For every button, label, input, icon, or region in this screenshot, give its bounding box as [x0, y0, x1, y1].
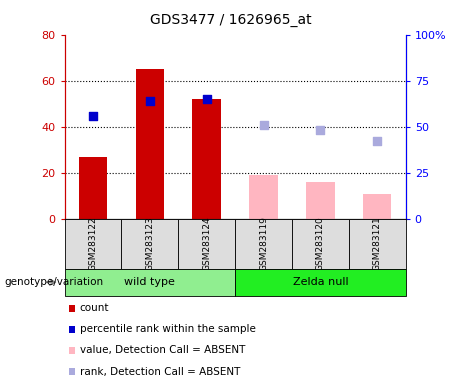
Bar: [121, 219, 178, 269]
Bar: [235, 219, 292, 269]
Point: [260, 122, 267, 128]
Bar: [349, 219, 406, 269]
Bar: [292, 219, 349, 269]
Bar: [249, 175, 278, 219]
Bar: [193, 99, 221, 219]
Point: [89, 113, 97, 119]
Text: genotype/variation: genotype/variation: [5, 277, 104, 287]
Bar: [178, 219, 235, 269]
Point: [317, 127, 324, 134]
Bar: [363, 194, 391, 219]
Text: GSM283122: GSM283122: [89, 217, 97, 271]
Bar: [79, 157, 107, 219]
Point: [146, 98, 154, 104]
Bar: [136, 69, 164, 219]
Bar: [65, 219, 121, 269]
Text: Zelda null: Zelda null: [293, 277, 348, 287]
Point: [373, 138, 381, 144]
Text: GSM283119: GSM283119: [259, 217, 268, 271]
Text: GSM283124: GSM283124: [202, 217, 211, 271]
Text: GSM283123: GSM283123: [145, 217, 154, 271]
Text: rank, Detection Call = ABSENT: rank, Detection Call = ABSENT: [80, 366, 240, 377]
Point: [203, 96, 210, 102]
Bar: [65, 269, 235, 296]
Bar: [235, 269, 406, 296]
Text: GSM283121: GSM283121: [373, 217, 382, 271]
Text: GDS3477 / 1626965_at: GDS3477 / 1626965_at: [150, 13, 311, 27]
Text: wild type: wild type: [124, 277, 175, 287]
Bar: [306, 182, 335, 219]
Text: count: count: [80, 303, 109, 313]
Text: percentile rank within the sample: percentile rank within the sample: [80, 324, 255, 334]
Text: GSM283120: GSM283120: [316, 217, 325, 271]
Text: value, Detection Call = ABSENT: value, Detection Call = ABSENT: [80, 345, 245, 356]
